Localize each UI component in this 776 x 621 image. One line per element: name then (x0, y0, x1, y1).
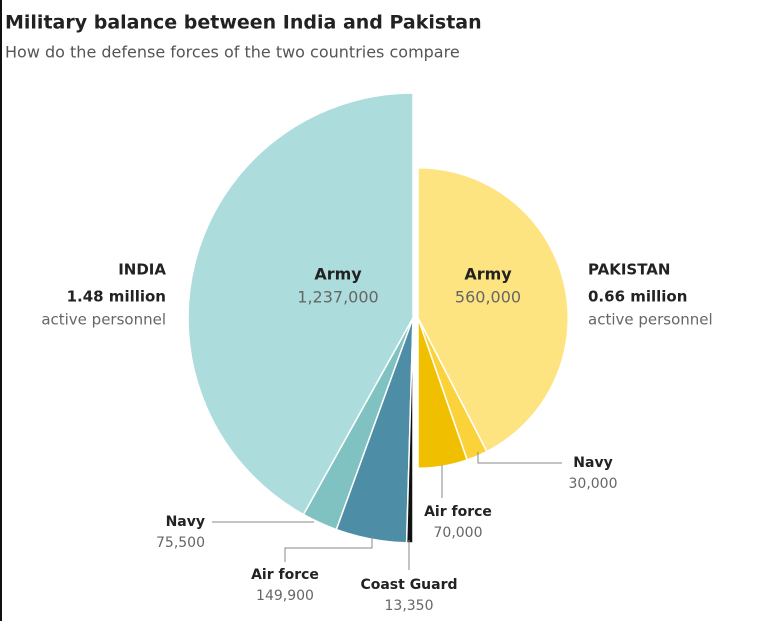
slice-value: 13,350 (385, 598, 434, 614)
slice-value: 70,000 (434, 525, 483, 541)
slice-label: Air force (424, 504, 492, 520)
country-name: INDIA (118, 261, 166, 279)
country-note: active personnel (588, 311, 713, 329)
slice-value: 75,500 (156, 535, 205, 551)
leader-line (284, 536, 373, 562)
country-total: 1.48 million (67, 288, 166, 306)
pie-slice (187, 92, 414, 516)
pie-slice (417, 317, 469, 470)
country-name: PAKISTAN (588, 261, 670, 279)
slice-value: 149,900 (256, 588, 314, 604)
country-total: 0.66 million (588, 288, 687, 306)
slice-value: 560,000 (455, 288, 521, 307)
slice-label: Army (464, 265, 512, 284)
slice-label: Navy (166, 514, 205, 530)
slice-value: 1,237,000 (297, 288, 378, 307)
chart-subtitle: How do the defense forces of the two cou… (5, 43, 460, 62)
country-note: active personnel (41, 311, 166, 329)
slice-label: Coast Guard (360, 577, 457, 593)
chart-title: Military balance between India and Pakis… (5, 12, 482, 34)
pie-slice (405, 317, 414, 544)
slice-label: Navy (573, 455, 612, 471)
slice-label: Air force (251, 567, 319, 583)
slice-value: 30,000 (569, 476, 618, 492)
pie-slice (417, 166, 569, 453)
leader-line (477, 452, 562, 464)
left-rule (0, 0, 2, 621)
slice-label: Army (314, 265, 362, 284)
